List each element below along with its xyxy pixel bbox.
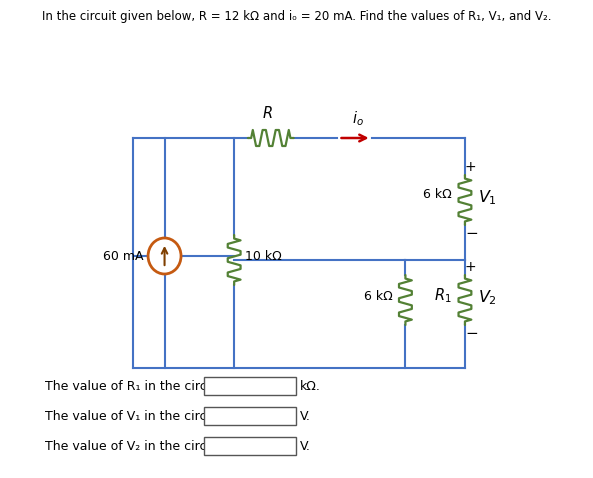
Text: −: − (465, 226, 478, 241)
Text: In the circuit given below, R = 12 kΩ and iₒ = 20 mA. Find the values of R₁, V₁,: In the circuit given below, R = 12 kΩ an… (42, 10, 551, 23)
Text: 10 kΩ: 10 kΩ (245, 250, 282, 262)
Bar (204, 377, 295, 395)
Text: V.: V. (300, 439, 311, 453)
Text: The value of V₂ in the circuit is: The value of V₂ in the circuit is (46, 439, 237, 453)
Text: 60 mA: 60 mA (103, 250, 144, 262)
Text: $R_1$: $R_1$ (435, 287, 452, 305)
Text: $i_o$: $i_o$ (352, 109, 364, 128)
Text: The value of R₁ in the circuit is: The value of R₁ in the circuit is (46, 380, 238, 392)
Text: $V_1$: $V_1$ (478, 189, 497, 207)
Text: 6 kΩ: 6 kΩ (423, 187, 452, 200)
Bar (204, 407, 295, 425)
Text: $V_2$: $V_2$ (478, 289, 497, 307)
Text: +: + (465, 260, 476, 274)
Text: The value of V₁ in the circuit is: The value of V₁ in the circuit is (46, 410, 237, 423)
Text: 6 kΩ: 6 kΩ (364, 290, 393, 303)
Text: −: − (465, 326, 478, 341)
Bar (204, 437, 295, 455)
Text: V.: V. (300, 410, 311, 423)
Text: kΩ.: kΩ. (300, 380, 321, 392)
Text: +: + (465, 160, 476, 174)
Text: $R$: $R$ (262, 105, 273, 121)
